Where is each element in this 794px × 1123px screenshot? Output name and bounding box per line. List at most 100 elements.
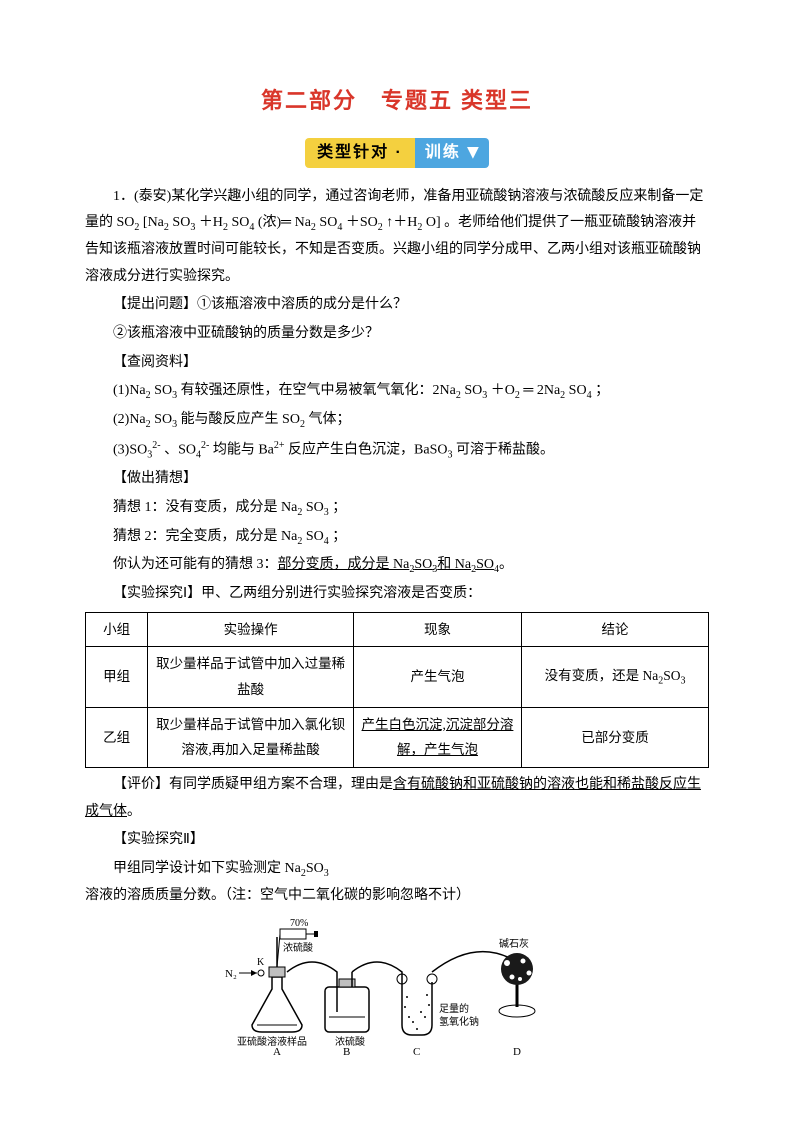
t: (3)SO: [113, 442, 147, 457]
sub: 4: [587, 390, 592, 401]
cell: 产生白色沉淀,沉淀部分溶解，产生气泡: [353, 707, 521, 767]
t: (2)Na: [113, 412, 146, 427]
sub: 3: [324, 868, 329, 879]
sub: 3: [324, 507, 329, 518]
t: SO: [569, 383, 587, 398]
th-group: 小组: [86, 612, 148, 647]
banner-right-text: 训练: [425, 138, 461, 168]
soda-lime-ball: [501, 953, 533, 985]
sub: 2: [417, 222, 422, 233]
t: 猜想 1：没有变质，成分是 Na: [113, 500, 297, 515]
t: 有较强还原性，在空气中易被氧气氧化：2Na: [181, 383, 456, 398]
sub: 2: [146, 390, 151, 401]
t: ＋SO: [346, 215, 378, 230]
sub: 2: [146, 419, 151, 430]
t: 甲组同学设计如下实验测定 Na: [113, 861, 301, 876]
t: 没有变质，还是 Na: [545, 668, 659, 683]
arrow-down-icon: [467, 147, 479, 159]
sub: 3: [447, 449, 452, 460]
exp2-head: 【实验探究Ⅱ】: [85, 827, 709, 854]
label-a: A: [273, 1046, 281, 1057]
sup: 2+: [274, 440, 285, 451]
t: ＋O: [491, 383, 515, 398]
apparatus-diagram: 70% 浓硫酸 N₂ K 亚硫酸溶液样品 A 浓硫酸 B 足量的 氢氧化钠: [85, 917, 709, 1057]
th-op: 实验操作: [148, 612, 354, 647]
t: (1)Na: [113, 383, 146, 398]
banner-left: 类型针对 ·: [305, 138, 415, 168]
sub: 2: [560, 390, 565, 401]
t: 能与酸反应产生 SO: [181, 412, 300, 427]
sub: 2: [378, 222, 383, 233]
t: 【评价】有同学质疑甲组方案不合理，理由是: [113, 777, 393, 792]
lookup-head: 【查阅资料】: [85, 350, 709, 377]
sub: 4: [249, 222, 254, 233]
t: SO: [306, 529, 324, 544]
sub: 2: [134, 222, 139, 233]
sub: 2: [300, 419, 305, 430]
th-conclusion: 结论: [522, 612, 709, 647]
table-row: 小组 实验操作 现象 结论: [86, 612, 709, 647]
banner-right: 训练: [415, 138, 489, 168]
cell: 没有变质，还是 Na2SO3: [522, 647, 709, 707]
guess-head: 【做出猜想】: [85, 466, 709, 493]
t: SO: [154, 383, 172, 398]
label-lime: 碱石灰: [499, 937, 529, 950]
guess-3: 你认为还可能有的猜想 3：部分变质，成分是 Na2SO3和 Na2SO4。: [85, 552, 709, 579]
t: 部分变质，成分是 Na: [278, 557, 410, 572]
t: 溶液的溶质质量分数。（注：空气中二氧化碳的影响忽略不计）: [85, 888, 470, 903]
cell: 乙组: [86, 707, 148, 767]
intro-paragraph: 1．(泰安)某化学兴趣小组的同学，通过咨询老师，准备用亚硫酸钠溶液与浓硫酸反应来…: [85, 184, 709, 291]
sub: 2: [311, 222, 316, 233]
t: 产生白色沉淀,沉淀部分溶解，产生气泡: [362, 717, 514, 758]
evaluation: 【评价】有同学质疑甲组方案不合理，理由是含有硫酸钠和亚硫酸钠的溶液也能和稀盐酸反…: [85, 772, 709, 825]
exp2-text: 甲组同学设计如下实验测定 Na2SO3溶液的溶质质量分数。（注：空气中二氧化碳的…: [85, 856, 709, 909]
label-d: D: [513, 1046, 521, 1057]
label-naoh1: 足量的: [439, 1002, 469, 1015]
lookup-1: (1)Na2 SO3 有较强还原性，在空气中易被氧气氧化：2Na2 SO3 ＋O…: [85, 378, 709, 405]
t: SO: [154, 412, 172, 427]
sub: 2: [515, 390, 520, 401]
t: 可溶于稀盐酸。: [456, 442, 554, 457]
t: 和 Na: [437, 557, 471, 572]
sub: 2: [297, 535, 302, 546]
t: SO: [306, 500, 324, 515]
guess-2: 猜想 2：完全变质，成分是 Na2 SO4 ；: [85, 524, 709, 551]
label-flask: 亚硫酸溶液样品: [237, 1035, 307, 1048]
t: (浓)═ Na: [258, 215, 311, 230]
t: 反应产生白色沉淀，BaSO: [288, 442, 447, 457]
t: SO: [414, 557, 432, 572]
lookup-3: (3)SO32- 、SO42- 均能与 Ba2+ 反应产生白色沉淀，BaSO3 …: [85, 436, 709, 464]
t: 均能与 Ba: [213, 442, 274, 457]
t: SO: [464, 383, 482, 398]
label-b: B: [343, 1046, 350, 1057]
banner: 类型针对 · 训练: [85, 138, 709, 168]
sub: 2: [223, 222, 228, 233]
sub: 3: [172, 419, 177, 430]
cell: 甲组: [86, 647, 148, 707]
sup: 2-: [152, 440, 160, 451]
label-h2so4-70: 70%: [290, 918, 308, 929]
t: ＋H: [199, 215, 223, 230]
experiment-table: 小组 实验操作 现象 结论 甲组 取少量样品于试管中加入过量稀盐酸 产生气泡 没…: [85, 612, 709, 768]
cell: 已部分变质: [522, 707, 709, 767]
sub: 3: [680, 676, 685, 687]
t: SO: [306, 861, 324, 876]
t: 、SO: [164, 442, 196, 457]
t: [Na: [143, 215, 164, 230]
raise-q1: 【提出问题】①该瓶溶液中溶质的成分是什么？: [85, 292, 709, 319]
t: ═ 2Na: [523, 383, 560, 398]
sub: 3: [190, 222, 195, 233]
page-title: 第二部分 专题五 类型三: [85, 80, 709, 122]
t: 。: [499, 557, 513, 572]
cell: 产生气泡: [353, 647, 521, 707]
table-row: 乙组 取少量样品于试管中加入氯化钡溶液,再加入足量稀盐酸 产生白色沉淀,沉淀部分…: [86, 707, 709, 767]
banner-inner: 类型针对 · 训练: [305, 138, 489, 168]
label-naoh2: 氢氧化钠: [439, 1015, 479, 1028]
lookup-2: (2)Na2 SO3 能与酸反应产生 SO2 气体；: [85, 407, 709, 434]
t: 。: [127, 804, 141, 819]
apparatus-svg: 70% 浓硫酸 N₂ K 亚硫酸溶液样品 A 浓硫酸 B 足量的 氢氧化钠: [217, 917, 577, 1057]
th-phenomenon: 现象: [353, 612, 521, 647]
cell: 取少量样品于试管中加入氯化钡溶液,再加入足量稀盐酸: [148, 707, 354, 767]
guess-1: 猜想 1：没有变质，成分是 Na2 SO3 ；: [85, 495, 709, 522]
sub: 4: [337, 222, 342, 233]
